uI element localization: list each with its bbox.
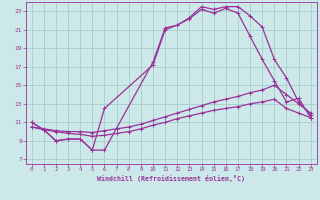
- X-axis label: Windchill (Refroidissement éolien,°C): Windchill (Refroidissement éolien,°C): [97, 175, 245, 182]
